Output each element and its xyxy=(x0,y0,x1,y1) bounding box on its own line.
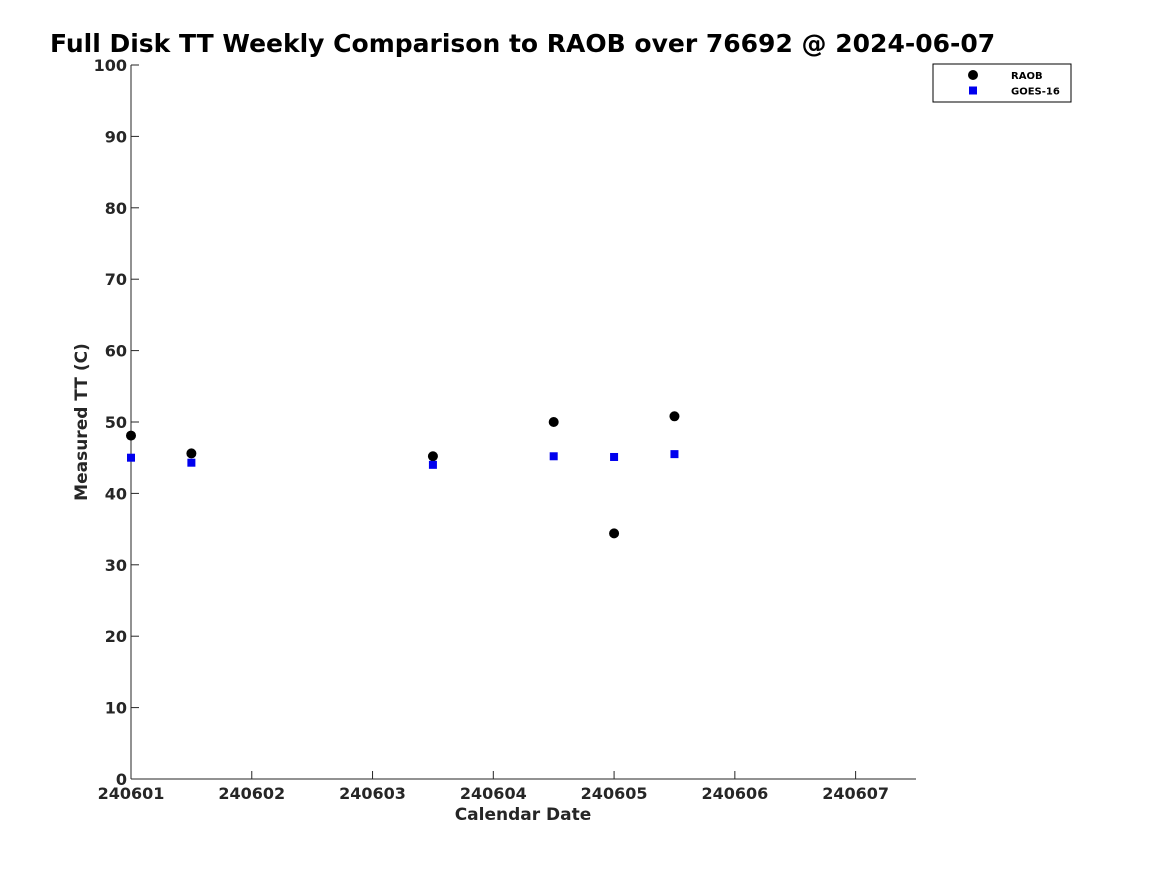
x-tick-label: 240601 xyxy=(98,784,165,803)
y-tick-label: 50 xyxy=(105,413,127,432)
y-tick-label: 20 xyxy=(105,627,127,646)
x-tick-label: 240602 xyxy=(218,784,285,803)
y-tick-label: 30 xyxy=(105,556,127,575)
raob-point xyxy=(609,528,620,539)
x-tick-label: 240603 xyxy=(339,784,406,803)
y-tick-label: 70 xyxy=(105,270,127,289)
y-tick-label: 80 xyxy=(105,199,127,218)
x-tick-label: 240606 xyxy=(701,784,768,803)
raob-point xyxy=(126,430,136,441)
y-tick-label: 60 xyxy=(105,342,127,361)
chart-title: Full Disk TT Weekly Comparison to RAOB o… xyxy=(50,29,995,58)
axes xyxy=(130,65,916,780)
goes-16-point xyxy=(670,450,679,459)
legend: RAOB GOES-16 xyxy=(932,63,1072,103)
y-tick-label: 90 xyxy=(105,127,127,146)
goes-16-point xyxy=(187,458,196,467)
y-tick-label: 10 xyxy=(105,699,127,718)
y-axis-ticks: 0 10 20 30 40 50 60 70 80 90 100 xyxy=(94,56,139,789)
x-axis-label: Calendar Date xyxy=(455,805,592,825)
data-points xyxy=(126,411,680,539)
x-tick-label: 240607 xyxy=(822,784,889,803)
x-tick-label: 240604 xyxy=(460,784,527,803)
y-tick-label: 0 xyxy=(116,770,127,789)
y-tick-label: 100 xyxy=(94,56,127,75)
raob-point xyxy=(548,417,559,427)
legend-label-raob: RAOB xyxy=(1011,71,1043,82)
y-tick-label: 40 xyxy=(105,484,127,503)
legend-box xyxy=(932,63,1072,103)
goes-16-point xyxy=(127,453,135,462)
raob-point xyxy=(186,448,197,459)
x-axis-ticks: 240601 240602 240603 240604 240605 240606 2406… xyxy=(98,771,889,803)
goes-16-point xyxy=(428,460,437,469)
raob-point xyxy=(427,451,438,462)
legend-marker-raob xyxy=(968,70,978,80)
raob-point xyxy=(669,411,680,422)
legend-label-goes-16: GOES-16 xyxy=(1011,87,1060,98)
goes-16-point xyxy=(610,452,619,461)
legend-marker-goes-16 xyxy=(969,86,977,95)
y-axis-label: Measured TT (C) xyxy=(72,343,92,501)
goes-16-point xyxy=(549,452,558,461)
x-tick-label: 240605 xyxy=(581,784,648,803)
